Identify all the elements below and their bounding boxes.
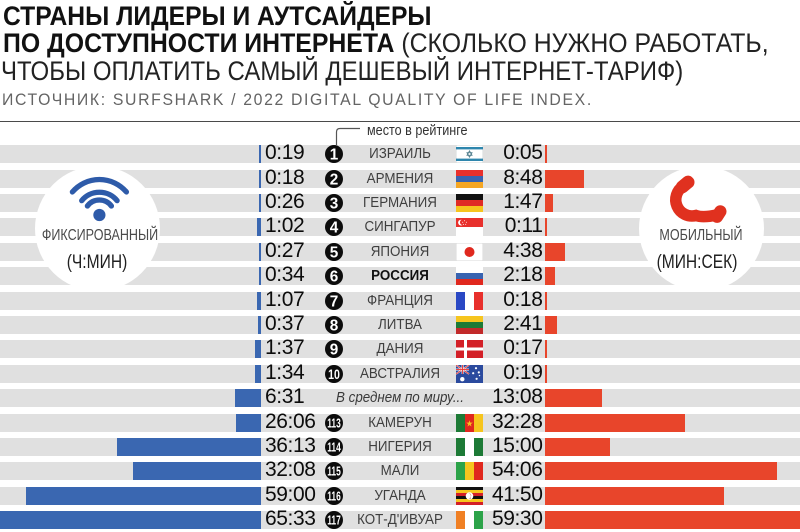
svg-text:116: 116 bbox=[327, 488, 341, 503]
svg-text:2: 2 bbox=[330, 171, 339, 188]
svg-text:7: 7 bbox=[330, 293, 339, 310]
svg-text:5: 5 bbox=[330, 244, 339, 261]
svg-text:6: 6 bbox=[330, 268, 339, 285]
svg-text:115: 115 bbox=[327, 464, 341, 479]
svg-text:4: 4 bbox=[330, 220, 339, 237]
svg-text:3: 3 bbox=[330, 195, 339, 212]
svg-text:113: 113 bbox=[327, 415, 341, 430]
svg-text:8: 8 bbox=[330, 317, 339, 334]
svg-text:1: 1 bbox=[330, 146, 339, 163]
svg-text:9: 9 bbox=[330, 342, 339, 359]
svg-text:114: 114 bbox=[327, 440, 341, 455]
svg-text:117: 117 bbox=[327, 513, 341, 528]
svg-text:10: 10 bbox=[328, 367, 340, 382]
